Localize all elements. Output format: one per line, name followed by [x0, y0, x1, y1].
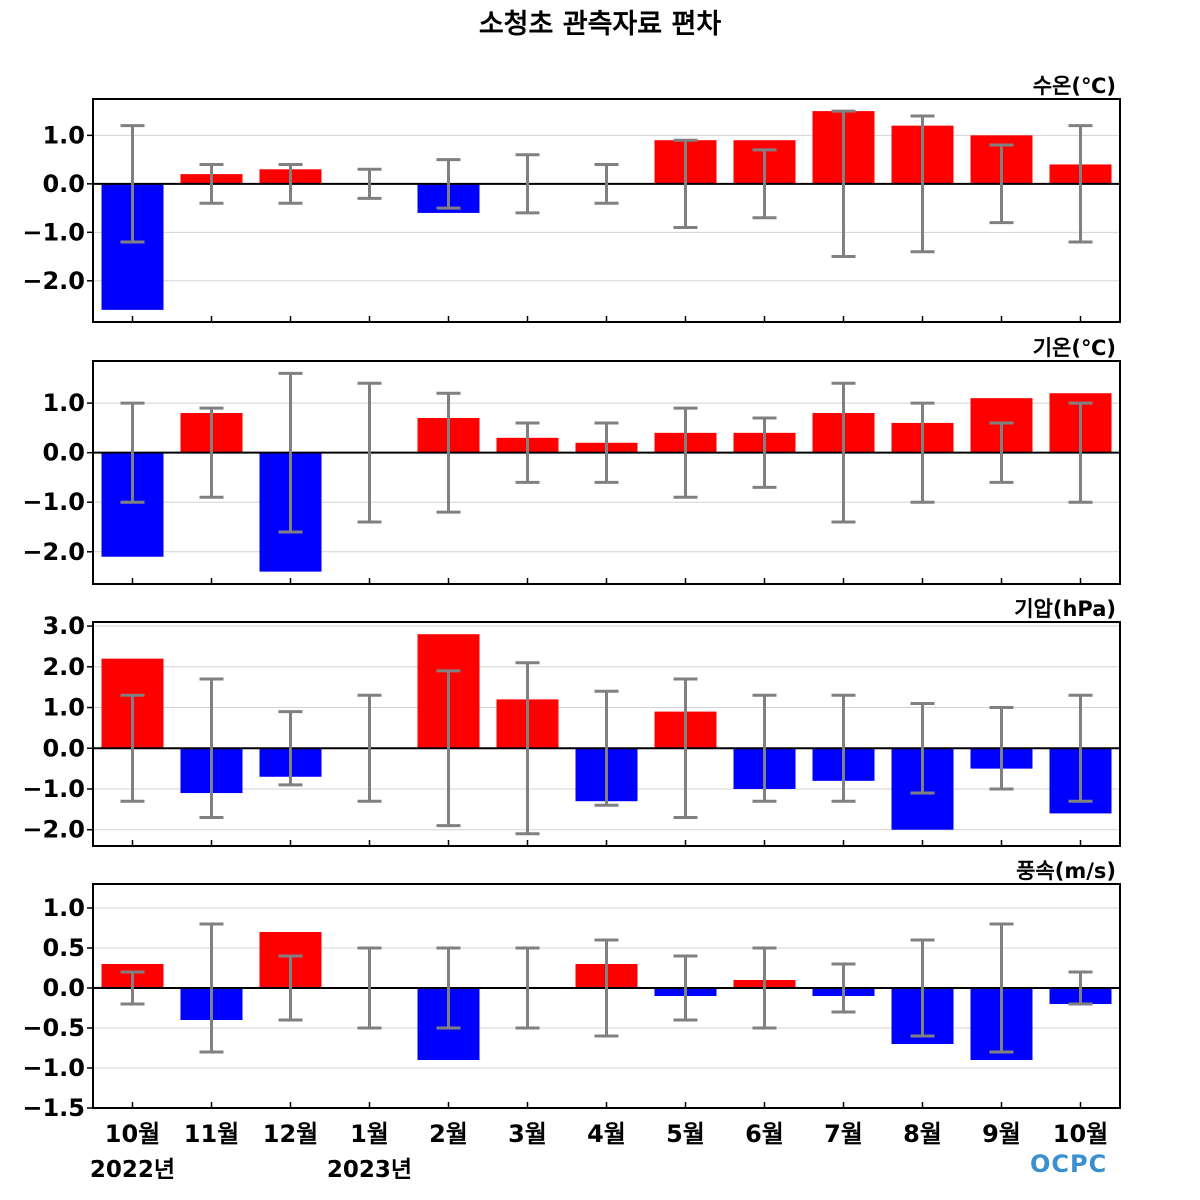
- error-bar: [515, 153, 540, 215]
- x-tick-label: 8월: [903, 1120, 942, 1148]
- error-bar: [278, 710, 303, 787]
- y-tick-label: 1.0: [42, 694, 85, 722]
- panel-title: 기압(hPa): [1014, 597, 1116, 621]
- error-bar: [199, 677, 224, 819]
- error-bar: [989, 922, 1014, 1054]
- error-bar: [594, 938, 619, 1038]
- error-bar: [199, 162, 224, 205]
- x-tick-label: 6월: [745, 1120, 784, 1148]
- error-bar: [199, 406, 224, 499]
- error-bar: [910, 938, 935, 1038]
- error-bar: [1068, 970, 1093, 1006]
- y-tick-label: 0.0: [42, 734, 85, 762]
- x-tick-label: 9월: [982, 1120, 1021, 1148]
- x-tick-label: 11월: [184, 1120, 239, 1148]
- y-tick-label: 2.0: [42, 653, 85, 681]
- year-label: 2023년: [327, 1157, 412, 1183]
- panel-title: 풍속(m/s): [1016, 859, 1116, 883]
- panel-title: 기온(℃): [1033, 336, 1116, 360]
- x-tick-label: 3월: [508, 1120, 547, 1148]
- x-tick-label: 1월: [350, 1120, 389, 1148]
- y-tick-label: −2.0: [22, 816, 85, 844]
- panel-title: 수온(℃): [1033, 74, 1116, 98]
- chart-title: 소청초 관측자료 편차: [478, 9, 722, 40]
- ocpc-logo-text: OCPC: [1030, 1150, 1108, 1178]
- error-bar: [436, 391, 461, 514]
- y-tick-label: 0.0: [42, 170, 85, 198]
- error-bar: [752, 148, 777, 220]
- error-bar: [357, 693, 382, 803]
- y-tick-label: −1.0: [22, 488, 85, 516]
- error-bar: [989, 421, 1014, 484]
- error-bar: [436, 158, 461, 210]
- error-bar: [910, 701, 935, 795]
- error-bar: [673, 138, 698, 229]
- error-bar: [910, 114, 935, 254]
- error-bar: [673, 677, 698, 819]
- y-tick-label: 0.0: [42, 439, 85, 467]
- x-tick-label: 12월: [263, 1120, 318, 1148]
- x-tick-label: 4월: [587, 1120, 626, 1148]
- error-bar: [831, 381, 856, 524]
- y-tick-label: −1.0: [22, 1054, 85, 1082]
- error-bar: [752, 416, 777, 489]
- error-bar: [199, 922, 224, 1054]
- error-bar: [436, 946, 461, 1030]
- x-tick-label: 10월: [1053, 1120, 1108, 1148]
- y-tick-label: 3.0: [42, 612, 85, 640]
- error-bar: [120, 970, 145, 1006]
- x-tick-label: 10월: [105, 1120, 160, 1148]
- error-bar: [910, 401, 935, 504]
- error-bar: [989, 143, 1014, 225]
- x-tick-label: 7월: [824, 1120, 863, 1148]
- error-bar: [120, 693, 145, 803]
- error-bar: [989, 706, 1014, 791]
- error-bar: [831, 962, 856, 1014]
- error-bar: [594, 689, 619, 807]
- y-tick-label: −1.0: [22, 775, 85, 803]
- y-tick-label: −2.0: [22, 538, 85, 566]
- error-bar: [752, 946, 777, 1030]
- error-bar: [594, 421, 619, 484]
- error-bar: [594, 162, 619, 205]
- error-bar: [673, 406, 698, 499]
- plot-frame: [92, 98, 1121, 323]
- error-bar: [515, 661, 540, 836]
- x-tick-label: 2월: [429, 1120, 468, 1148]
- y-tick-label: −0.5: [22, 1014, 85, 1042]
- error-bar: [278, 954, 303, 1022]
- error-bar: [1068, 693, 1093, 803]
- error-bar: [120, 124, 145, 244]
- error-bar: [831, 693, 856, 803]
- error-bar: [278, 162, 303, 205]
- error-bar: [752, 693, 777, 803]
- y-tick-label: 1.0: [42, 121, 85, 149]
- ocpc-logo: OCPC: [1030, 1150, 1107, 1178]
- y-tick-label: −1.5: [22, 1094, 85, 1122]
- error-bar: [436, 669, 461, 828]
- error-bar: [515, 421, 540, 484]
- error-bar: [673, 954, 698, 1022]
- error-bar: [515, 946, 540, 1030]
- x-tick-label: 5월: [666, 1120, 705, 1148]
- y-tick-label: 0.0: [42, 974, 85, 1002]
- y-tick-label: 0.5: [42, 934, 85, 962]
- error-bar: [357, 167, 382, 200]
- year-label: 2022년: [90, 1157, 175, 1183]
- y-tick-label: 1.0: [42, 389, 85, 417]
- y-tick-label: 1.0: [42, 894, 85, 922]
- error-bar: [357, 946, 382, 1030]
- error-bar: [1068, 124, 1093, 244]
- error-bar: [357, 381, 382, 524]
- error-bar: [1068, 401, 1093, 504]
- error-bar: [278, 371, 303, 534]
- error-bar: [120, 401, 145, 504]
- error-bar: [831, 109, 856, 259]
- y-tick-label: −2.0: [22, 267, 85, 295]
- y-tick-label: −1.0: [22, 218, 85, 246]
